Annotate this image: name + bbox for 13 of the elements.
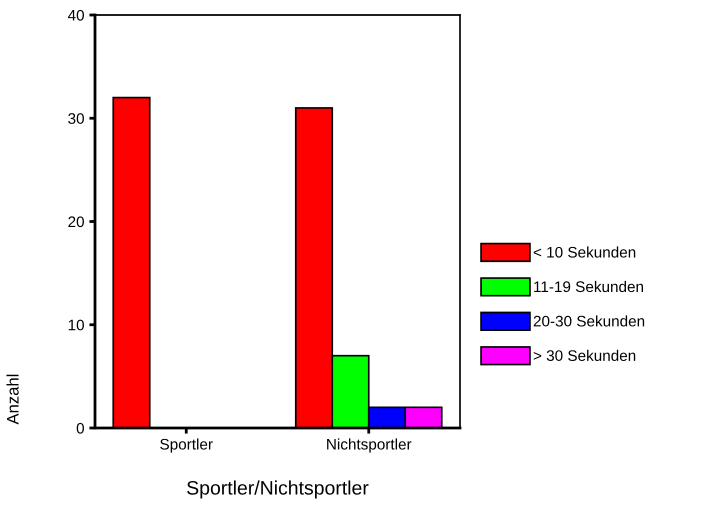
legend-label: > 30 Sekunden: [534, 350, 636, 362]
legend-label: < 10 Sekunden: [534, 246, 636, 258]
y-tick-label: 0: [76, 422, 84, 434]
y-axis-title: Anzahl: [6, 374, 19, 425]
legend-label: 11-19 Sekunden: [534, 280, 644, 292]
legend-label: 20-30 Sekunden: [534, 315, 644, 327]
y-tick-label: 40: [68, 10, 84, 21]
x-axis-title: Sportler/Nichtsportler: [187, 480, 368, 499]
x-tick-label: Sportler: [160, 438, 213, 453]
y-tick-label: 30: [68, 113, 84, 124]
y-tick-label: 20: [68, 216, 84, 228]
x-tick-label: Nichtsportler: [327, 438, 412, 453]
y-tick-label: 10: [68, 320, 84, 330]
